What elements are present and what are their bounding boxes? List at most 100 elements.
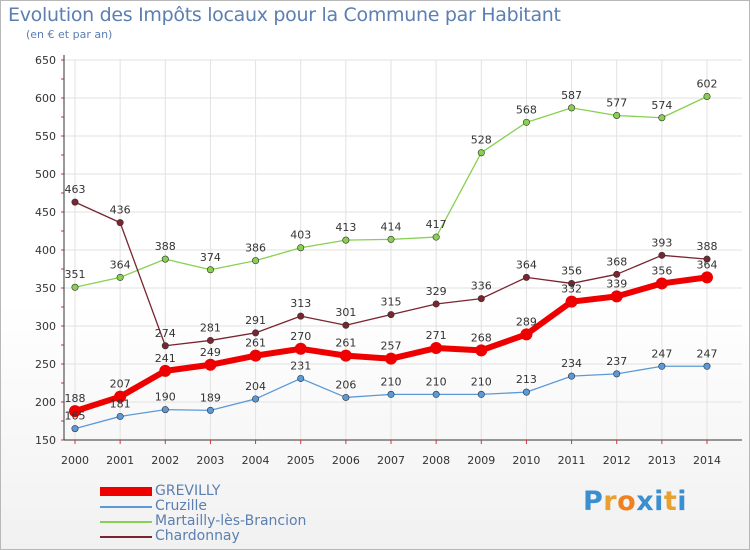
data-point-chardonnay [568, 279, 576, 287]
data-point-cruzille [71, 425, 79, 433]
x-tick-label: 2000 [61, 454, 89, 467]
data-label-grevilly: 249 [200, 346, 221, 359]
data-point-martailly-l-s-brancion [477, 149, 485, 157]
data-label-martailly-l-s-brancion: 403 [290, 229, 311, 242]
x-tick-label: 2013 [648, 454, 676, 467]
data-label-cruzille: 181 [110, 397, 131, 410]
data-point-chardonnay [71, 198, 79, 206]
data-label-grevilly: 332 [561, 283, 582, 296]
data-label-cruzille: 165 [65, 410, 86, 423]
data-point-cruzille [613, 370, 621, 378]
data-point-martailly-l-s-brancion [297, 244, 305, 252]
data-label-martailly-l-s-brancion: 417 [426, 218, 447, 231]
data-point-chardonnay [432, 300, 440, 308]
data-label-chardonnay: 313 [290, 297, 311, 310]
data-point-grevilly [204, 358, 217, 371]
x-tick-label: 2001 [106, 454, 134, 467]
legend-swatch-cruzille [100, 505, 152, 508]
data-point-cruzille [387, 390, 395, 398]
x-tick-label: 2002 [151, 454, 179, 467]
data-point-cruzille [206, 406, 214, 414]
data-label-chardonnay: 329 [426, 285, 447, 298]
data-label-martailly-l-s-brancion: 386 [245, 242, 266, 255]
data-label-cruzille: 247 [651, 347, 672, 360]
logo-letter: t [663, 486, 678, 517]
y-tick-label: 150 [35, 434, 56, 447]
x-tick-label: 2004 [242, 454, 270, 467]
x-tick-label: 2005 [287, 454, 315, 467]
logo-letter: i [654, 486, 664, 517]
data-point-grevilly [385, 352, 397, 365]
data-label-cruzille: 234 [561, 357, 582, 370]
legend-item-chardonnay: Chardonnay [100, 529, 306, 544]
data-label-martailly-l-s-brancion: 351 [65, 268, 86, 281]
data-point-cruzille [342, 393, 350, 401]
logo-letter: r [603, 486, 618, 517]
data-label-chardonnay: 388 [697, 240, 718, 253]
data-point-grevilly [249, 349, 262, 362]
data-label-chardonnay: 436 [110, 204, 131, 217]
data-point-martailly-l-s-brancion [206, 266, 214, 274]
data-label-cruzille: 204 [245, 380, 266, 393]
data-label-cruzille: 190 [155, 391, 176, 404]
data-label-cruzille: 231 [290, 359, 311, 372]
x-tick-label: 2010 [512, 454, 540, 467]
y-tick-label: 450 [35, 206, 56, 219]
data-label-martailly-l-s-brancion: 374 [200, 251, 221, 264]
data-point-grevilly [520, 328, 533, 341]
data-point-grevilly [159, 364, 172, 377]
data-label-chardonnay: 356 [561, 264, 582, 277]
data-point-chardonnay [252, 329, 260, 337]
data-label-grevilly: 268 [471, 331, 492, 344]
data-point-grevilly [294, 342, 307, 355]
data-point-chardonnay [342, 321, 350, 329]
data-point-cruzille [658, 362, 666, 370]
data-point-martailly-l-s-brancion [522, 118, 530, 126]
data-point-cruzille [252, 395, 260, 403]
x-tick-label: 2006 [332, 454, 360, 467]
legend-swatch-grevilly [100, 487, 152, 496]
data-point-chardonnay [387, 311, 395, 319]
data-point-martailly-l-s-brancion [252, 257, 260, 265]
data-label-grevilly: 271 [426, 329, 447, 342]
x-tick-label: 2009 [467, 454, 495, 467]
data-label-chardonnay: 301 [335, 306, 356, 319]
legend-swatch-martailly-l-s-brancion [100, 520, 152, 523]
data-point-grevilly [565, 295, 578, 308]
x-tick-label: 2011 [558, 454, 586, 467]
data-label-grevilly: 261 [335, 337, 356, 350]
y-tick-label: 500 [35, 168, 56, 181]
data-point-martailly-l-s-brancion [568, 104, 576, 112]
x-tick-label: 2003 [196, 454, 224, 467]
data-label-cruzille: 210 [426, 375, 447, 388]
data-point-cruzille [522, 388, 530, 396]
proxiti-logo: Proxiti [583, 486, 687, 517]
data-label-grevilly: 270 [290, 330, 311, 343]
data-label-martailly-l-s-brancion: 413 [335, 221, 356, 234]
x-tick-label: 2008 [422, 454, 450, 467]
legend-item-cruzille: Cruzille [100, 499, 306, 514]
data-point-grevilly [701, 271, 713, 284]
data-label-cruzille: 189 [200, 391, 221, 404]
data-point-chardonnay [477, 295, 485, 303]
data-label-martailly-l-s-brancion: 574 [651, 99, 672, 112]
data-label-chardonnay: 368 [606, 255, 627, 268]
data-label-chardonnay: 291 [245, 314, 266, 327]
data-label-martailly-l-s-brancion: 587 [561, 89, 582, 102]
legend-item-grevilly: GREVILLY [100, 484, 306, 499]
data-label-grevilly: 241 [155, 352, 176, 365]
data-label-grevilly: 188 [65, 392, 86, 405]
data-label-martailly-l-s-brancion: 414 [381, 220, 402, 233]
y-tick-label: 350 [35, 282, 56, 295]
data-point-chardonnay [522, 273, 530, 281]
legend-item-martailly-l-s-brancion: Martailly-lès-Brancion [100, 514, 306, 529]
data-label-chardonnay: 274 [155, 327, 176, 340]
chart-subtitle: (en € et par an) [26, 28, 113, 41]
data-point-martailly-l-s-brancion [432, 233, 440, 241]
data-point-martailly-l-s-brancion [703, 92, 711, 100]
data-point-chardonnay [161, 342, 169, 350]
data-label-cruzille: 210 [381, 375, 402, 388]
legend-label-grevilly: GREVILLY [155, 483, 221, 499]
data-point-grevilly [430, 342, 443, 355]
chart-title: Evolution des Impôts locaux pour la Comm… [8, 4, 561, 26]
